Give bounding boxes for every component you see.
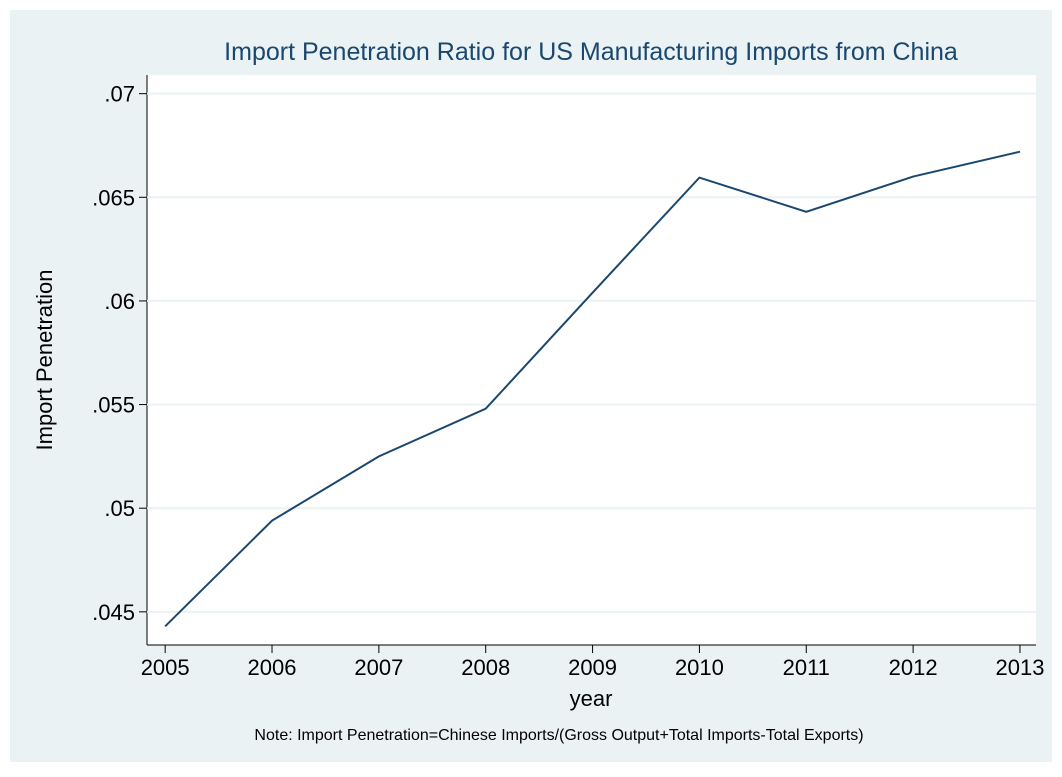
- chart-title: Import Penetration Ratio for US Manufact…: [224, 38, 958, 66]
- x-axis-label: year: [570, 686, 613, 711]
- line: [164, 150, 1021, 628]
- x-tick-label: 2005: [141, 655, 190, 680]
- note: Note: Import Penetration=Chinese Imports…: [254, 727, 863, 744]
- x-tick-label: 2011: [783, 655, 830, 680]
- y-axis-label: Import Penetration: [32, 270, 57, 451]
- plot-area: [147, 75, 1036, 645]
- y-tick-label: .065: [92, 185, 135, 210]
- y-tick-label: .07: [104, 82, 135, 107]
- y-tick-label: .05: [104, 496, 135, 521]
- y-tick-label: .055: [92, 393, 135, 418]
- x-tick-label: 2008: [461, 655, 510, 680]
- y-tick-label: .045: [92, 600, 135, 625]
- x-tick-label: 2009: [568, 655, 617, 680]
- x-tick-label: 2013: [995, 655, 1044, 680]
- x-tick-label: 2010: [675, 655, 724, 680]
- y-tick-label: .06: [104, 289, 135, 314]
- x-tick-label: 2007: [354, 655, 403, 680]
- x-tick-label: 2006: [248, 655, 297, 680]
- x-tick-label: 2012: [889, 655, 938, 680]
